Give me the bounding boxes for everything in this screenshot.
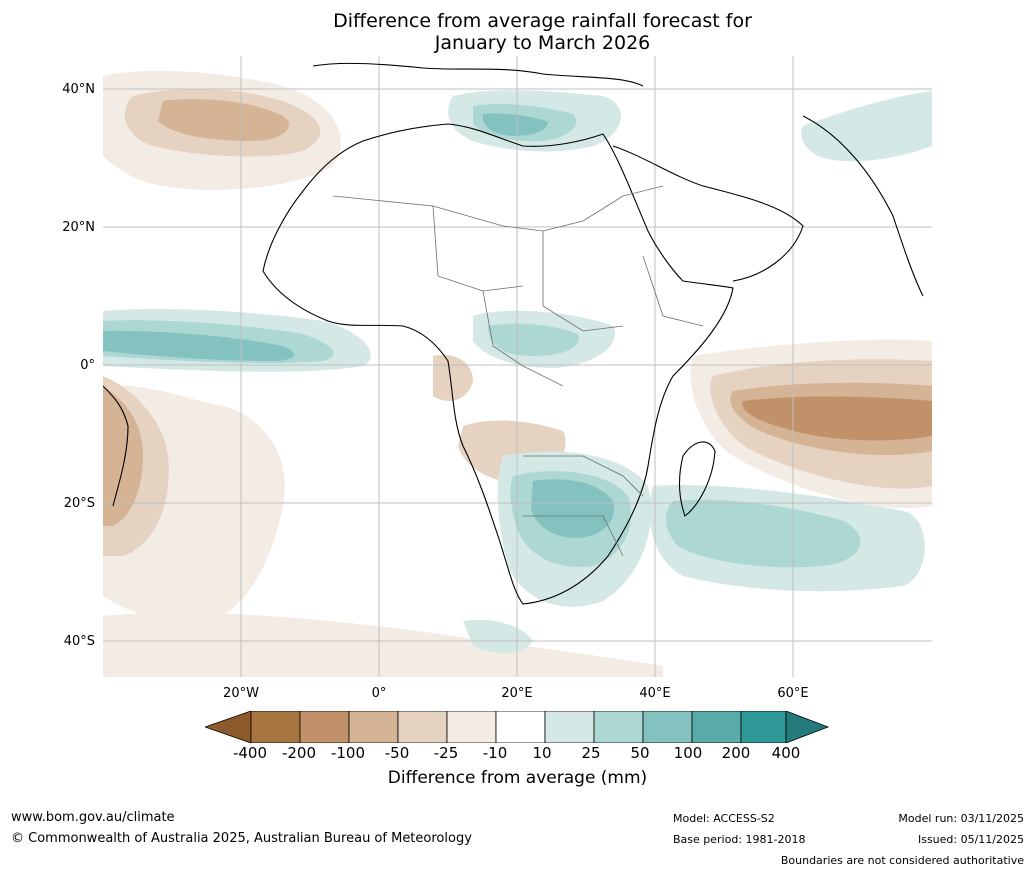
- cbar-tick-12: 400: [771, 744, 801, 762]
- lat-label-20n: 20°N: [62, 220, 95, 235]
- model-run-text: Model run: 03/11/2025: [898, 812, 1024, 825]
- cbar-tick-11: 200: [721, 744, 751, 762]
- cbar-tick-8: 25: [581, 744, 601, 762]
- rainfall-map: [103, 56, 932, 677]
- colorbar-segment-7: [544, 711, 595, 743]
- colorbar-segment-4: [397, 711, 448, 743]
- cbar-tick-9: 50: [630, 744, 650, 762]
- colorbar-segment-2: [299, 711, 350, 743]
- cbar-tick-7: 10: [532, 744, 552, 762]
- cbar-tick-10: 100: [673, 744, 703, 762]
- cbar-tick-1: -400: [232, 744, 268, 762]
- cbar-tick-4: -50: [384, 744, 410, 762]
- lat-label-40n: 40°N: [62, 82, 95, 97]
- lon-label-20w: 20°W: [223, 686, 259, 701]
- graticule: [103, 56, 932, 677]
- colorbar-label: Difference from average (mm): [387, 768, 648, 788]
- colorbar-segment-11: [740, 711, 787, 743]
- colorbar-segment-8: [593, 711, 644, 743]
- copyright-text: © Commonwealth of Australia 2025, Austra…: [11, 831, 472, 846]
- colorbar-extend-high: [785, 711, 830, 743]
- wet-anomaly-regions: [103, 90, 932, 653]
- lat-label-20s: 20°S: [63, 496, 95, 511]
- cbar-tick-6: -10: [482, 744, 508, 762]
- map-title: Difference from average rainfall forecas…: [0, 10, 1035, 54]
- colorbar-segment-1: [250, 711, 301, 743]
- cbar-tick-3: -100: [330, 744, 366, 762]
- colorbar: [205, 711, 830, 743]
- colorbar-segment-5: [446, 711, 497, 743]
- title-line-1: Difference from average rainfall forecas…: [333, 10, 752, 32]
- lat-label-equator: 0°: [80, 358, 95, 373]
- lon-label-60e: 60°E: [777, 686, 809, 701]
- lon-label-40e: 40°E: [639, 686, 671, 701]
- model-text: Model: ACCESS-S2: [673, 812, 775, 825]
- base-period-text: Base period: 1981-2018: [673, 833, 806, 846]
- colorbar-segment-3: [348, 711, 399, 743]
- lat-label-40s: 40°S: [63, 634, 95, 649]
- cbar-tick-2: -200: [281, 744, 317, 762]
- lon-label-20e: 20°E: [501, 686, 533, 701]
- issued-text: Issued: 05/11/2025: [917, 833, 1024, 846]
- coastlines: [103, 62, 924, 605]
- colorbar-segment-10: [691, 711, 742, 743]
- map-canvas: [103, 56, 932, 677]
- boundaries-note: Boundaries are not considered authoritat…: [780, 854, 1024, 867]
- dry-anomaly-regions: [103, 70, 932, 677]
- colorbar-segment-6: [495, 711, 546, 743]
- colorbar-extend-low: [205, 711, 252, 743]
- website-link[interactable]: www.bom.gov.au/climate: [11, 810, 175, 825]
- cbar-tick-5: -25: [433, 744, 459, 762]
- lon-label-0: 0°: [371, 686, 387, 701]
- colorbar-segment-9: [642, 711, 693, 743]
- title-line-2: January to March 2026: [434, 32, 651, 54]
- country-borders: [332, 185, 704, 557]
